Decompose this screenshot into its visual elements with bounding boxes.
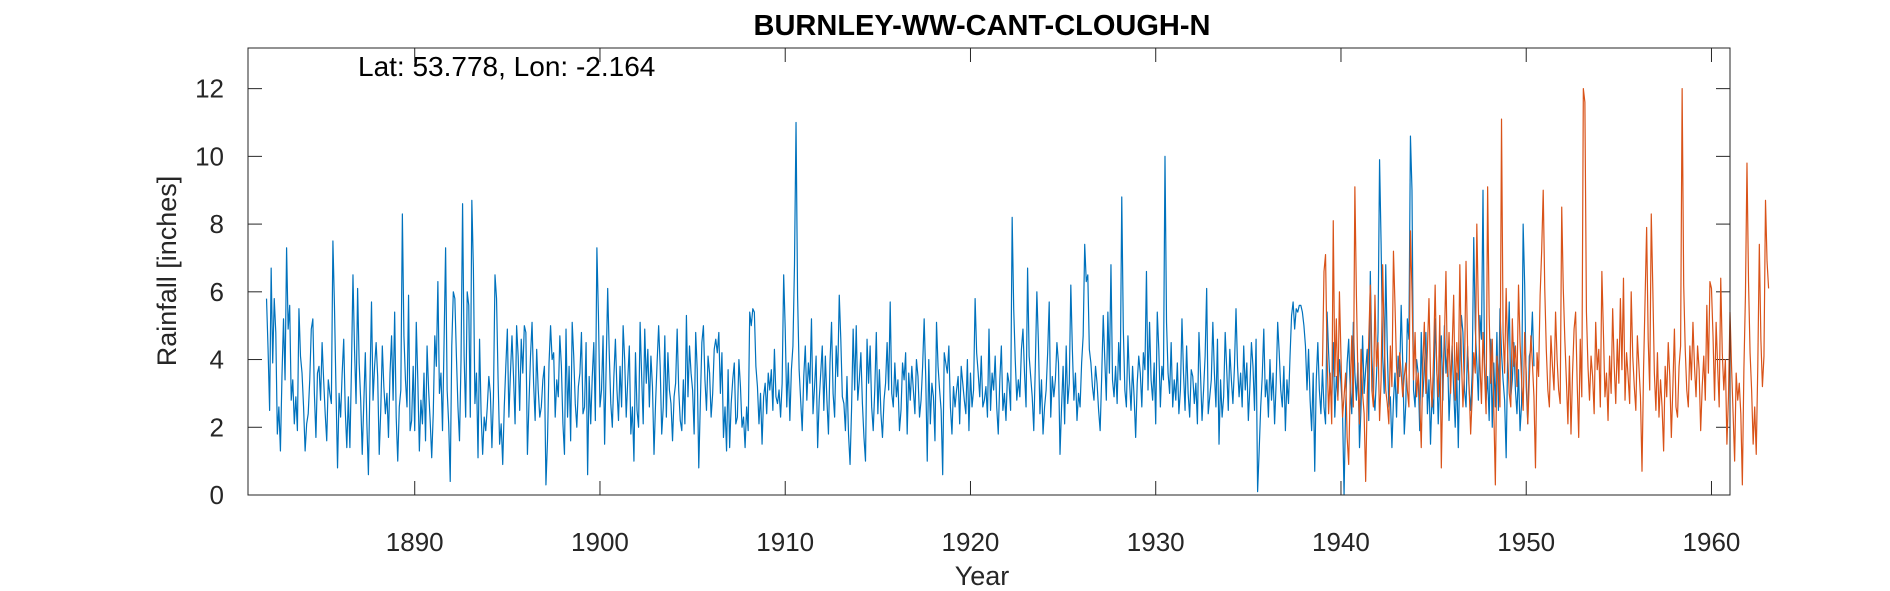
x-tick-label: 1910	[756, 527, 814, 557]
x-tick-label: 1890	[386, 527, 444, 557]
axis-ticks: 1890 1900 1910 1920 1930 1940 1950 1960 0 2 4 6 8 10 1…	[195, 48, 1740, 557]
chart-title: BURNLEY-WW-CANT-CLOUGH-N	[754, 10, 1211, 42]
y-axis-title: Rainfall [inches]	[152, 176, 182, 367]
plot-area-frame	[247, 47, 1731, 496]
x-axis-title: Year	[955, 561, 1010, 591]
y-tick-label: 4	[210, 345, 224, 375]
y-tick-label: 0	[210, 480, 224, 510]
station-coordinates-annotation: Lat: 53.778, Lon: -2.164	[358, 51, 655, 82]
data-series	[265, 88, 1770, 496]
y-tick-label: 10	[195, 141, 224, 171]
x-tick-label: 1920	[942, 527, 1000, 557]
y-tick-label: 8	[210, 209, 224, 239]
y-tick-label: 6	[210, 277, 224, 307]
x-tick-label: 1950	[1497, 527, 1555, 557]
x-tick-label: 1930	[1127, 527, 1185, 557]
x-tick-label: 1940	[1312, 527, 1370, 557]
recent-rainfall-series-line	[1321, 88, 1770, 486]
y-tick-label: 12	[195, 74, 224, 104]
x-tick-label: 1960	[1683, 527, 1741, 557]
x-tick-label: 1900	[571, 527, 629, 557]
historical-rainfall-series-line	[265, 121, 1535, 496]
y-tick-label: 2	[210, 412, 224, 442]
